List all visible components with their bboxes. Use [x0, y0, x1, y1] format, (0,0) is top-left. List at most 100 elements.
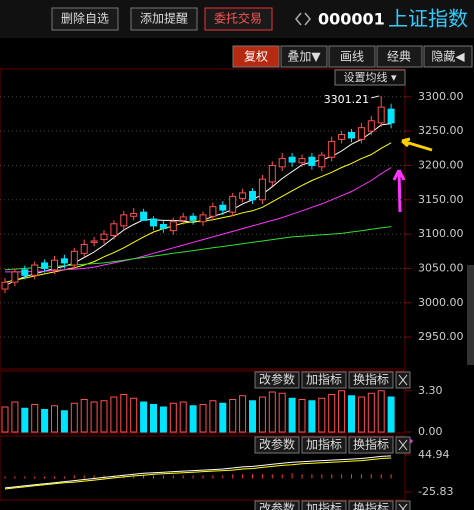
volume-bar [41, 409, 49, 433]
button[interactable] [130, 7, 198, 31]
volume-bar [338, 390, 346, 433]
volume-bar [199, 404, 207, 433]
volume-bar [130, 397, 138, 433]
panel-button-label[interactable]: 加指标 [306, 437, 342, 452]
volume-bar [70, 402, 78, 433]
panel-button-label[interactable]: 换指标 [353, 372, 389, 387]
nav-arrows[interactable] [295, 12, 311, 26]
panel-button[interactable] [254, 436, 300, 454]
y-tick-label: 3.30 [418, 384, 443, 397]
ma-button[interactable] [334, 69, 406, 86]
volume-bar [31, 404, 39, 433]
y-tick-label: 3100.00 [418, 227, 464, 240]
candle-body [367, 120, 375, 132]
y-tick-label: 2950.00 [418, 330, 464, 343]
tab[interactable] [423, 45, 473, 68]
button-label[interactable]: 删除自选 [61, 11, 109, 26]
macd-panel [0, 435, 406, 501]
volume-bar [268, 391, 276, 433]
panel-button-label[interactable]: 改参数 [259, 437, 295, 452]
volume-bar [60, 410, 68, 433]
volume-bar [189, 405, 197, 433]
candle-body [90, 240, 98, 243]
volume-bar [169, 402, 177, 433]
close-icon[interactable] [398, 439, 408, 451]
panel-button[interactable] [348, 436, 394, 454]
volume-bar [219, 402, 227, 433]
volume-bar [100, 400, 108, 433]
candle-body [159, 223, 167, 230]
volume-bar [209, 400, 217, 433]
volume-bar [258, 396, 266, 433]
panel-button[interactable] [254, 371, 300, 389]
volume-bar [377, 390, 385, 433]
volume-bar [387, 396, 395, 433]
tab-label[interactable]: 隐藏◀ [431, 50, 465, 64]
panel-button[interactable] [301, 500, 347, 510]
y-tick-label: 44.94 [418, 448, 450, 461]
volume-bar [328, 394, 336, 433]
series-line [4, 226, 392, 271]
candle-body [31, 264, 39, 276]
tab-label[interactable]: 复权 [244, 50, 268, 64]
panel-button[interactable] [348, 500, 394, 510]
tab[interactable] [280, 45, 328, 68]
ma-button-label[interactable]: 设置均线 ▾ [343, 70, 396, 84]
candle-body [268, 164, 276, 183]
panel-button[interactable] [348, 371, 394, 389]
volume-bar [357, 396, 365, 433]
candle-body [258, 178, 266, 201]
candle-body [377, 106, 385, 124]
candle-body [100, 233, 108, 241]
tab[interactable] [232, 45, 280, 68]
volume-bar [51, 405, 58, 433]
candle-body [41, 262, 49, 269]
button[interactable] [51, 7, 119, 31]
tab-label[interactable]: 叠加▼ [287, 50, 321, 64]
candle-body [318, 154, 326, 168]
volume-bar [179, 401, 187, 433]
candle-body [229, 195, 237, 213]
series-line [5, 167, 392, 273]
panel-button-label[interactable]: 改参数 [259, 372, 295, 387]
panel-button-label[interactable]: 换指标 [353, 501, 389, 510]
candle-body [387, 108, 395, 124]
volume-bar [150, 404, 157, 433]
series-line [4, 455, 392, 489]
tab[interactable] [328, 45, 376, 68]
close-button[interactable] [395, 500, 411, 510]
volume-bar [80, 399, 88, 433]
volume-bar [21, 407, 29, 433]
tab-label[interactable]: 画线 [340, 50, 364, 64]
button[interactable] [204, 7, 273, 31]
candle-body [60, 258, 68, 264]
panel-button-label[interactable]: 换指标 [353, 437, 389, 452]
panel-button[interactable] [301, 371, 347, 389]
stock-code: 000001 [318, 10, 385, 29]
panel-button[interactable] [254, 500, 300, 510]
panel-button[interactable] [301, 436, 347, 454]
tab[interactable] [376, 45, 423, 68]
panel-button-label[interactable]: 加指标 [306, 501, 342, 510]
y-tick-label: 3200.00 [418, 158, 464, 171]
candle-body [120, 214, 128, 227]
panel-button-label[interactable]: 加指标 [306, 372, 342, 387]
volume-bar [348, 395, 355, 433]
panel-button-label[interactable]: 改参数 [259, 501, 295, 510]
button-label[interactable]: 委托交易 [214, 11, 262, 26]
candle-body [308, 156, 316, 166]
candle-body [80, 243, 88, 254]
close-icon[interactable] [398, 374, 408, 386]
series-line [4, 457, 392, 490]
tab-label[interactable]: 经典 [387, 50, 411, 64]
button-label[interactable]: 添加提醒 [140, 11, 188, 26]
volume-bar [298, 399, 306, 433]
candle-body [130, 213, 138, 217]
candle-body [179, 216, 187, 221]
volume-bar [249, 400, 256, 433]
volume-bar [1, 406, 9, 433]
scrollbar[interactable] [467, 265, 474, 365]
volume-bar [308, 400, 316, 433]
close-icon[interactable] [398, 503, 408, 510]
